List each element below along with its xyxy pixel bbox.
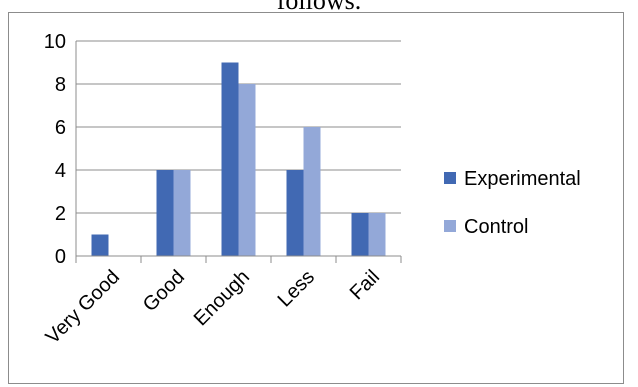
- y-tick-label: 4: [55, 160, 66, 182]
- y-tick-label: 6: [55, 117, 66, 139]
- bars: [91, 62, 386, 256]
- legend-swatch-experimental: [444, 172, 456, 184]
- y-tick-label: 2: [55, 203, 66, 225]
- bar-experimental-enough: [221, 62, 239, 256]
- cropped-caption: follows.: [0, 0, 638, 14]
- x-tick-label: Very Good: [42, 266, 124, 348]
- bar-control-less: [303, 127, 321, 256]
- x-tick-label: Good: [139, 266, 189, 316]
- bar-experimental-less: [286, 170, 304, 256]
- legend-label-control: Control: [464, 216, 528, 238]
- y-tick-label: 8: [55, 74, 66, 96]
- x-tick-label: Fail: [346, 266, 384, 304]
- bar-control-enough: [238, 84, 256, 256]
- x-tick-label: Less: [274, 266, 319, 311]
- bar-control-good: [173, 170, 191, 256]
- y-tick-label: 0: [55, 246, 66, 268]
- legend-swatch-control: [444, 220, 456, 232]
- bar-experimental-fail: [351, 213, 369, 256]
- x-tick-labels: Very Good Good Enough Less Fail: [42, 266, 384, 348]
- y-tick-label: 10: [44, 31, 66, 53]
- bar-experimental-good: [156, 170, 174, 256]
- legend: Experimental Control: [444, 168, 581, 238]
- caption-text: follows.: [0, 0, 638, 14]
- y-tick-labels: 0 2 4 6 8 10: [44, 31, 66, 268]
- legend-label-experimental: Experimental: [464, 168, 581, 190]
- bar-control-fail: [368, 213, 386, 256]
- x-tick-label: Enough: [190, 266, 254, 330]
- axes: [75, 41, 402, 263]
- bar-experimental-very-good: [91, 234, 109, 256]
